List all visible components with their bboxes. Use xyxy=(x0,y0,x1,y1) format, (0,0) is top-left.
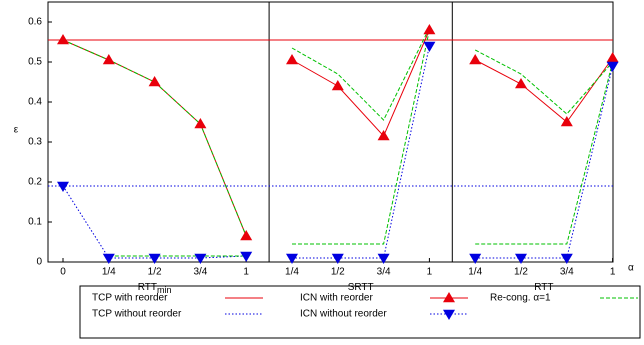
marker xyxy=(606,61,619,72)
legend-label: ICN without reorder xyxy=(300,309,387,320)
marker xyxy=(560,116,573,127)
x-tick-label: 3/4 xyxy=(193,267,207,278)
marker xyxy=(606,52,619,63)
x-tick-label: 3/4 xyxy=(560,267,574,278)
x-tick-label: 3/4 xyxy=(377,267,391,278)
recong-line xyxy=(62,39,247,237)
recong-line xyxy=(292,29,430,245)
marker xyxy=(560,253,573,264)
panel-label: SRTT xyxy=(348,282,374,293)
x-tick-label: 1 xyxy=(610,267,616,278)
marker xyxy=(194,118,207,129)
marker xyxy=(423,41,436,52)
y-tick-label: 0.1 xyxy=(28,217,42,228)
marker xyxy=(331,253,344,264)
y-tick-label: 0.2 xyxy=(28,177,42,188)
x-tick-label: 0 xyxy=(60,267,66,278)
marker xyxy=(148,76,161,87)
panel-label-main: RTT xyxy=(534,282,553,293)
panel-label-sub: min xyxy=(157,285,172,295)
legend-label: TCP without reorder xyxy=(92,309,182,320)
marker xyxy=(469,253,482,264)
legend-label: ICN with reorder xyxy=(300,293,373,304)
panel-label: RTTmin xyxy=(138,282,172,296)
legend-label: TCP with reorder xyxy=(92,293,168,304)
marker xyxy=(148,253,161,264)
marker xyxy=(377,130,390,141)
panel-label-main: RTT xyxy=(138,282,157,293)
legend-label: Re-cong. α=1 xyxy=(490,293,551,304)
x-tick-label: 1/4 xyxy=(468,267,482,278)
marker xyxy=(286,54,298,65)
y-tick-label: 0.6 xyxy=(28,17,42,28)
x-tick-label: 1/2 xyxy=(514,267,528,278)
marker xyxy=(377,253,390,264)
marker xyxy=(240,251,253,262)
y-tick-label: 0 xyxy=(36,257,42,268)
y-tick-label: 0.4 xyxy=(28,97,42,108)
marker xyxy=(286,253,298,264)
marker xyxy=(57,181,69,192)
x-tick-label: 1/2 xyxy=(148,267,162,278)
recong-line xyxy=(291,27,430,121)
marker xyxy=(423,24,436,35)
marker xyxy=(331,80,344,91)
icn-reorder-line xyxy=(62,39,247,237)
x-tick-label: 1/4 xyxy=(285,267,299,278)
plot-frame xyxy=(47,1,614,263)
marker xyxy=(57,34,69,45)
recong-line xyxy=(475,61,614,245)
marker xyxy=(102,253,115,264)
marker xyxy=(515,253,527,264)
x-tick-label: 1/4 xyxy=(102,267,116,278)
y-tick-label: 0.5 xyxy=(28,57,42,68)
panel-label: RTT xyxy=(534,282,553,293)
recong-line xyxy=(474,49,613,115)
marker xyxy=(102,54,115,65)
marker xyxy=(194,253,207,264)
icn-noreorder-line xyxy=(475,65,614,259)
x-axis-label: α xyxy=(628,263,634,274)
marker xyxy=(443,309,455,320)
x-tick-label: 1 xyxy=(243,267,249,278)
x-tick-label: 1 xyxy=(427,267,433,278)
x-tick-label: 1/2 xyxy=(331,267,345,278)
y-axis-label: ε xyxy=(14,125,19,136)
panel-label-main: SRTT xyxy=(348,282,374,293)
icn-noreorder-line xyxy=(292,45,430,259)
icn-reorder-line xyxy=(474,57,614,123)
marker xyxy=(469,54,482,65)
y-tick-label: 0.3 xyxy=(28,137,42,148)
icn-reorder-line xyxy=(291,29,430,137)
marker xyxy=(240,230,253,241)
legend xyxy=(79,285,641,339)
icn-noreorder-line xyxy=(62,185,247,259)
marker xyxy=(515,78,527,89)
marker xyxy=(443,292,455,303)
